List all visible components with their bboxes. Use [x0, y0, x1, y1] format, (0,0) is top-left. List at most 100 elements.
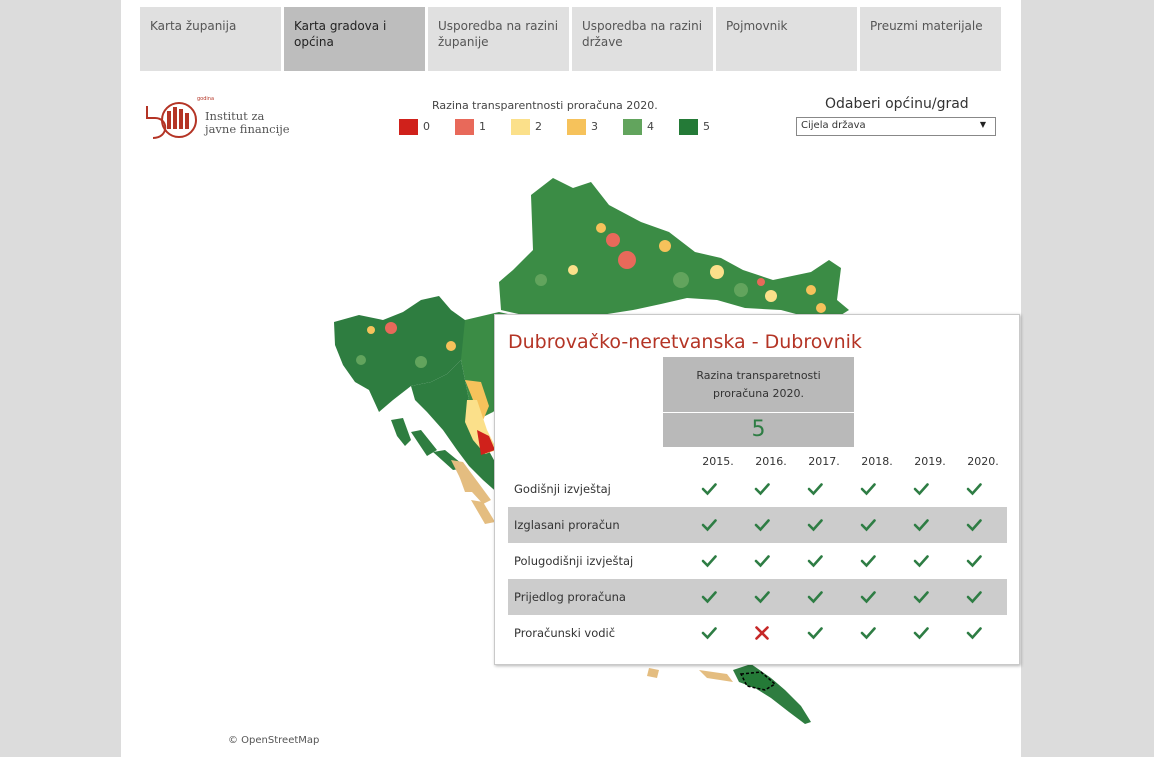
check-icon: [913, 555, 929, 568]
map-municipality: [673, 272, 689, 288]
map-island: [699, 670, 733, 682]
map-municipality: [710, 265, 724, 279]
legend: 0 1 2 3 4 5: [399, 118, 719, 136]
check-icon: [807, 591, 823, 604]
tab-label: Pojmovnik: [726, 19, 788, 33]
check-icon: [701, 555, 717, 568]
map-municipality: [734, 283, 748, 297]
map-municipality: [757, 278, 765, 286]
legend-swatch: [623, 119, 642, 135]
year-header: 2018.: [861, 455, 893, 468]
municipality-selector-label: Odaberi općinu/grad: [825, 96, 969, 112]
map-island: [647, 668, 659, 678]
check-icon: [701, 627, 717, 640]
check-icon: [701, 519, 717, 532]
legend-label: 5: [703, 120, 710, 133]
map-island: [411, 430, 437, 456]
row-label: Polugodišnji izvještaj: [514, 554, 634, 568]
map-municipality: [606, 233, 620, 247]
institute-logo[interactable]: godina Institut za javne financije: [143, 96, 293, 142]
check-icon: [701, 591, 717, 604]
legend-label: 3: [591, 120, 598, 133]
legend-label: 0: [423, 120, 430, 133]
map-attribution[interactable]: © OpenStreetMap: [228, 735, 320, 746]
dropdown-value: Cijela država: [801, 120, 866, 131]
map-municipality: [385, 322, 397, 334]
map-municipality: [659, 240, 671, 252]
row-label: Godišnji izvještaj: [514, 482, 611, 496]
score-header-line-1: Razina transparetnosti: [696, 369, 821, 382]
check-icon: [754, 591, 770, 604]
map-region-dalmatia: [411, 360, 517, 496]
year-header: 2016.: [755, 455, 787, 468]
logo-line-2: javne financije: [205, 122, 290, 136]
map-municipality: [446, 341, 456, 351]
map-municipality: [367, 326, 375, 334]
legend-swatch: [679, 119, 698, 135]
tooltip-row: Izglasani proračun: [508, 507, 1007, 543]
legend-label: 4: [647, 120, 654, 133]
check-icon: [701, 483, 717, 496]
year-header: 2017.: [808, 455, 840, 468]
check-icon: [966, 519, 982, 532]
check-icon: [807, 483, 823, 496]
tab-label: Karta gradova i općina: [294, 19, 387, 49]
map-region-dubrovnik-highlight: [739, 671, 777, 691]
legend-swatch: [455, 119, 474, 135]
year-header: 2020.: [967, 455, 999, 468]
check-icon: [913, 627, 929, 640]
tab-karta-gradova[interactable]: Karta gradova i općina: [284, 7, 425, 71]
check-icon: [807, 555, 823, 568]
map-region-sibenik: [477, 430, 495, 455]
tab-usporedba-drzave[interactable]: Usporedba na razini države: [572, 7, 713, 71]
map-region-istria: [334, 296, 471, 412]
logo-line-1: Institut za: [205, 109, 265, 123]
check-icon: [913, 519, 929, 532]
tab-label: Karta županija: [150, 19, 237, 33]
score-value: 5: [663, 413, 854, 447]
check-icon: [966, 591, 982, 604]
check-icon: [860, 591, 876, 604]
legend-swatch: [399, 119, 418, 135]
map-island: [471, 500, 495, 524]
check-icon: [860, 483, 876, 496]
tab-label: Usporedba na razini države: [582, 19, 703, 49]
check-icon: [860, 555, 876, 568]
map-municipality: [596, 223, 606, 233]
check-icon: [966, 627, 982, 640]
map-municipality: [816, 303, 826, 313]
logo-mark-caption: godina: [197, 96, 215, 102]
tab-pojmovnik[interactable]: Pojmovnik: [716, 7, 857, 71]
tab-label: Preuzmi materijale: [870, 19, 983, 33]
map-municipality: [618, 251, 636, 269]
legend-label: 1: [479, 120, 486, 133]
tooltip-title: Dubrovačko-neretvanska - Dubrovnik: [508, 331, 862, 353]
tooltip-row: Polugodišnji izvještaj: [508, 543, 1007, 579]
tooltip-row: Godišnji izvještaj: [508, 471, 1007, 507]
dashboard-page: Karta županija Karta gradova i općina Us…: [121, 0, 1021, 757]
logo-mark-icon: [146, 102, 197, 139]
check-icon: [754, 483, 770, 496]
tooltip-row: Proračunski vodič: [508, 615, 1007, 651]
year-header: 2019.: [914, 455, 946, 468]
map-municipality: [535, 274, 547, 286]
score-header: Razina transparetnosti proračuna 2020.: [663, 357, 854, 412]
municipality-dropdown[interactable]: Cijela država ▼: [796, 117, 996, 136]
row-label: Prijedlog proračuna: [514, 590, 626, 604]
tab-karta-zupanija[interactable]: Karta županija: [140, 7, 281, 71]
row-label: Izglasani proračun: [514, 518, 620, 532]
row-label: Proračunski vodič: [514, 626, 616, 640]
map-region-dubrovnik: [733, 664, 811, 724]
municipality-tooltip: Dubrovačko-neretvanska - Dubrovnik Razin…: [494, 314, 1020, 665]
legend-swatch: [567, 119, 586, 135]
check-icon: [807, 519, 823, 532]
legend-swatch: [511, 119, 530, 135]
score-header-line-2: proračuna 2020.: [713, 387, 804, 400]
croatia-map[interactable]: [121, 150, 1021, 750]
tab-usporedba-zupanije[interactable]: Usporedba na razini županije: [428, 7, 569, 71]
chevron-down-icon: ▼: [979, 120, 986, 129]
tab-label: Usporedba na razini županije: [438, 19, 559, 49]
tab-preuzmi-materijale[interactable]: Preuzmi materijale: [860, 7, 1001, 71]
check-icon: [860, 627, 876, 640]
check-icon: [754, 519, 770, 532]
